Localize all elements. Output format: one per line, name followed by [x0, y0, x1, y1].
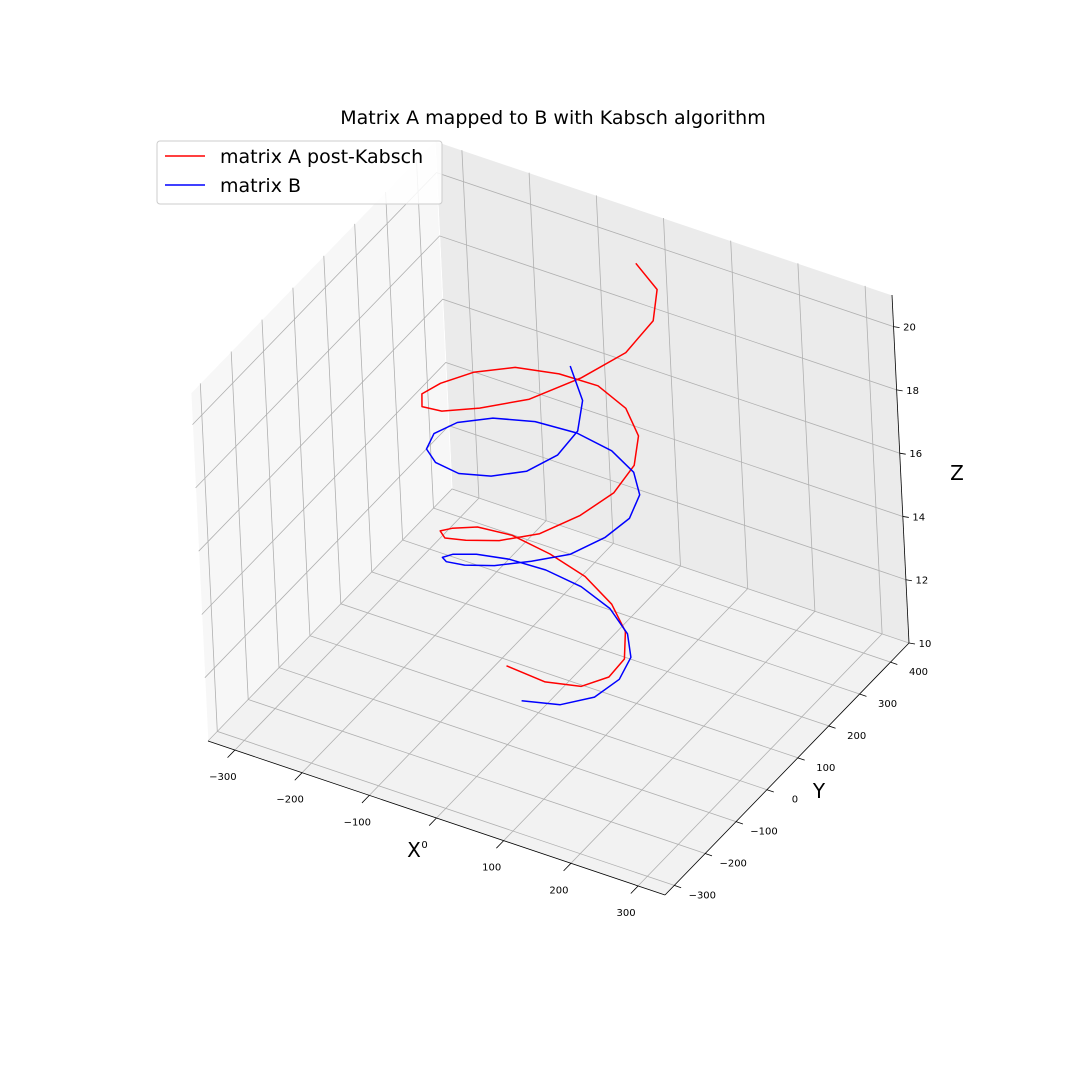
y-tick-mark — [735, 821, 744, 825]
x-tick-label: 0 — [421, 840, 427, 851]
series-matrix-b-line — [425, 365, 641, 706]
y-tick-label: −300 — [689, 890, 716, 901]
y-tick-mark — [859, 693, 867, 697]
x-tick-mark — [428, 817, 437, 826]
x-tick-mark — [294, 772, 303, 781]
z-grid-line — [201, 362, 903, 615]
y-tick-label: 100 — [816, 763, 835, 774]
y-tick-mark — [890, 661, 898, 665]
z-tick-label: 10 — [919, 639, 932, 650]
x-tick-mark — [496, 840, 504, 849]
x-tick-label: 300 — [617, 908, 636, 919]
z-tick-mark — [908, 642, 916, 645]
z-tick-mark — [893, 326, 900, 329]
legend-label-matrix-a: matrix A post-Kabsch — [220, 146, 423, 168]
y-tick-label: 0 — [792, 795, 798, 806]
legend-frame — [156, 140, 443, 205]
x-tick-mark — [361, 795, 370, 804]
z-grid-line — [195, 235, 897, 489]
x-tick-mark — [563, 863, 572, 872]
x-tick-label: 100 — [482, 863, 501, 874]
z-tick-mark — [899, 452, 906, 455]
y-tick-mark — [828, 725, 836, 729]
axis-panes — [190, 140, 910, 896]
grid-lines — [192, 150, 910, 887]
y-axis-label: Y — [812, 779, 826, 803]
y-tick-mark — [766, 789, 774, 793]
x-axis-label: X — [407, 838, 421, 862]
tick-labels: −300 −200 −100 0 100 200 300 −300 −200 −100 0 100 20… — [209, 323, 931, 919]
y-tick-mark — [797, 757, 805, 761]
x-tick-label: 200 — [549, 885, 568, 896]
series-lines — [421, 262, 658, 706]
y-tick-label: −200 — [719, 859, 746, 870]
z-grid-line — [198, 298, 900, 552]
chart-title: Matrix A mapped to B with Kabsch algorit… — [340, 107, 765, 129]
z-tick-label: 20 — [903, 323, 916, 334]
series-matrix-a-line — [421, 262, 658, 688]
y-tick-mark — [674, 885, 682, 889]
z-tick-mark — [905, 579, 912, 582]
z-grid-line — [207, 488, 910, 742]
z-tick-label: 12 — [916, 576, 929, 587]
y-tick-mark — [705, 853, 713, 857]
y-tick-label: −100 — [750, 827, 777, 838]
z-tick-mark — [896, 389, 903, 392]
z-axis-line — [891, 294, 910, 644]
z-tick-label: 14 — [912, 513, 925, 524]
y-tick-label: 200 — [847, 731, 866, 742]
z-axis-label: Z — [950, 461, 964, 485]
x-tick-label: −100 — [344, 817, 371, 828]
y-tick-label: 400 — [909, 667, 928, 678]
z-tick-label: 18 — [906, 386, 919, 397]
legend: matrix A post-Kabsch matrix B — [156, 140, 443, 205]
z-tick-mark — [902, 516, 909, 518]
z-tick-label: 16 — [909, 449, 922, 460]
x-tick-mark — [227, 749, 236, 758]
x-tick-mark — [630, 885, 639, 894]
axes — [207, 294, 916, 896]
x-tick-label: −300 — [209, 772, 236, 783]
y-tick-label: 300 — [878, 699, 897, 710]
x-tick-label: −200 — [276, 795, 303, 806]
y-axis-line — [664, 642, 910, 896]
legend-label-matrix-b: matrix B — [220, 175, 301, 197]
